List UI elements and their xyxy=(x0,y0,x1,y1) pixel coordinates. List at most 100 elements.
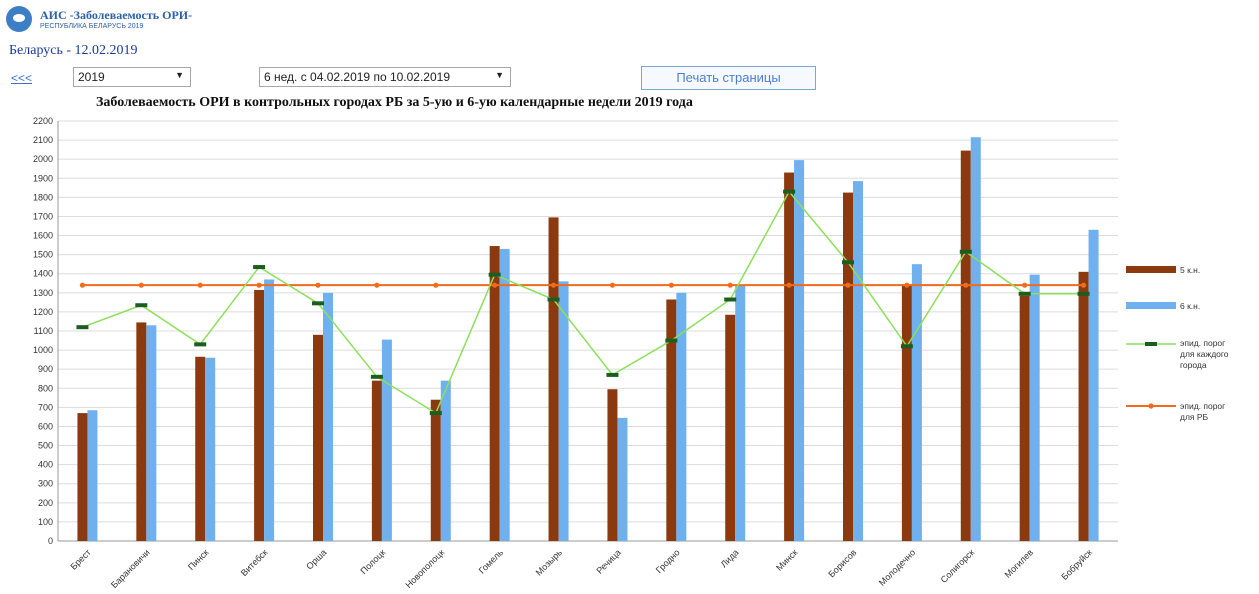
x-tick-label: Новополоцк xyxy=(404,547,447,590)
bar-week6 xyxy=(1029,274,1040,541)
x-tick-label: Лида xyxy=(719,547,741,569)
bar-week5 xyxy=(313,334,323,541)
y-tick-label: 1500 xyxy=(33,250,53,260)
point-city-threshold xyxy=(665,338,678,343)
x-tick-label: Солигорск xyxy=(939,547,977,585)
point-city-threshold xyxy=(724,297,737,302)
y-tick-label: 1700 xyxy=(33,211,53,221)
x-tick-label: Гомель xyxy=(477,547,506,576)
bar-week6 xyxy=(676,292,687,541)
y-tick-label: 700 xyxy=(38,402,53,412)
bar-week5 xyxy=(607,389,618,541)
legend-label-week5: 5 к.н. xyxy=(1180,265,1200,275)
app-logo: АИС -Заболеваемость ОРИ- РЕСПУБЛИКА БЕЛА… xyxy=(6,6,192,32)
bar-week5 xyxy=(666,299,677,541)
y-tick-label: 0 xyxy=(48,536,53,546)
y-tick-label: 800 xyxy=(38,383,53,393)
point-city-threshold xyxy=(488,272,501,277)
year-select[interactable]: 2019 ▼ xyxy=(73,67,191,87)
point-rb-threshold xyxy=(550,282,557,288)
back-link[interactable]: <<< xyxy=(11,71,33,85)
point-city-threshold xyxy=(959,249,972,254)
legend-label-city-threshold: города xyxy=(1180,360,1207,370)
x-tick-label: Мозырь xyxy=(534,547,564,577)
point-city-threshold xyxy=(547,297,560,302)
point-rb-threshold xyxy=(374,282,380,288)
legend-marker-city-threshold xyxy=(1145,342,1157,346)
point-rb-threshold xyxy=(786,282,792,288)
y-tick-label: 1100 xyxy=(34,326,53,336)
bar-week6 xyxy=(617,417,628,541)
y-tick-label: 1800 xyxy=(33,192,53,202)
bar-week6 xyxy=(911,264,922,541)
x-tick-label: Речица xyxy=(594,547,622,575)
y-tick-label: 1300 xyxy=(33,288,53,298)
y-tick-label: 1000 xyxy=(33,345,53,355)
bar-week6 xyxy=(323,292,333,541)
app-title: АИС -Заболеваемость ОРИ- xyxy=(40,7,193,22)
y-tick-label: 400 xyxy=(38,460,53,470)
bar-week6 xyxy=(87,410,98,541)
point-rb-threshold xyxy=(256,282,262,288)
bar-week5 xyxy=(843,192,853,541)
x-tick-label: Полоцк xyxy=(358,547,387,576)
y-tick-label: 1600 xyxy=(33,231,53,241)
legend-label-rb-threshold: эпид. порог xyxy=(1180,401,1225,411)
x-tick-label: Брест xyxy=(68,547,92,571)
x-tick-label: Борисов xyxy=(826,547,858,579)
dropdown-arrow-icon: ▼ xyxy=(495,70,504,80)
point-rb-threshold xyxy=(492,282,498,288)
point-city-threshold xyxy=(1077,291,1090,296)
x-tick-label: Пинск xyxy=(186,547,211,572)
y-tick-label: 600 xyxy=(38,421,53,431)
bar-week6 xyxy=(558,281,569,541)
point-rb-threshold xyxy=(1080,282,1087,288)
point-rb-threshold xyxy=(845,282,851,288)
x-tick-label: Барановичи xyxy=(109,547,152,590)
bar-week6 xyxy=(970,137,981,541)
point-city-threshold xyxy=(194,342,207,347)
x-tick-label: Могилев xyxy=(1003,547,1036,580)
week-select[interactable]: 6 нед. с 04.02.2019 по 10.02.2019 ▼ xyxy=(259,67,511,87)
bar-week5 xyxy=(254,289,265,541)
bar-week6 xyxy=(205,357,216,541)
y-tick-label: 300 xyxy=(38,479,53,489)
point-rb-threshold xyxy=(138,282,144,288)
year-select-value: 2019 xyxy=(78,70,105,84)
x-tick-label: Гродно xyxy=(654,547,682,575)
point-city-threshold xyxy=(312,301,324,306)
x-tick-label: Витебск xyxy=(239,547,270,578)
point-city-threshold xyxy=(429,411,442,416)
bar-week5 xyxy=(371,380,382,541)
bar-week5 xyxy=(195,356,206,541)
bar-week6 xyxy=(794,160,805,542)
bar-week6 xyxy=(264,279,275,541)
bar-week5 xyxy=(548,217,559,541)
point-city-threshold xyxy=(842,260,854,265)
point-city-threshold xyxy=(900,344,913,349)
point-city-threshold xyxy=(76,325,89,330)
point-city-threshold xyxy=(135,303,148,308)
y-tick-label: 2100 xyxy=(33,135,53,145)
point-rb-threshold xyxy=(79,282,86,288)
globe-icon xyxy=(6,6,32,32)
legend-swatch-week5 xyxy=(1126,266,1176,273)
point-rb-threshold xyxy=(904,282,910,288)
point-rb-threshold xyxy=(197,282,203,288)
bar-week5 xyxy=(725,314,736,541)
bar-week5 xyxy=(136,322,147,541)
print-page-button[interactable]: Печать страницы xyxy=(641,66,816,90)
bar-week5 xyxy=(77,413,88,541)
point-rb-threshold xyxy=(315,282,321,288)
bar-week5 xyxy=(1078,271,1089,541)
point-rb-threshold xyxy=(609,282,616,288)
point-rb-threshold xyxy=(1022,282,1028,288)
country-date: Беларусь - 12.02.2019 xyxy=(9,43,138,58)
x-tick-label: Молодечно xyxy=(877,547,917,587)
bar-week5 xyxy=(430,399,441,541)
legend-swatch-week6 xyxy=(1126,302,1176,309)
y-tick-label: 1900 xyxy=(33,173,53,183)
point-rb-threshold xyxy=(668,282,674,288)
week-select-value: 6 нед. с 04.02.2019 по 10.02.2019 xyxy=(264,70,451,84)
